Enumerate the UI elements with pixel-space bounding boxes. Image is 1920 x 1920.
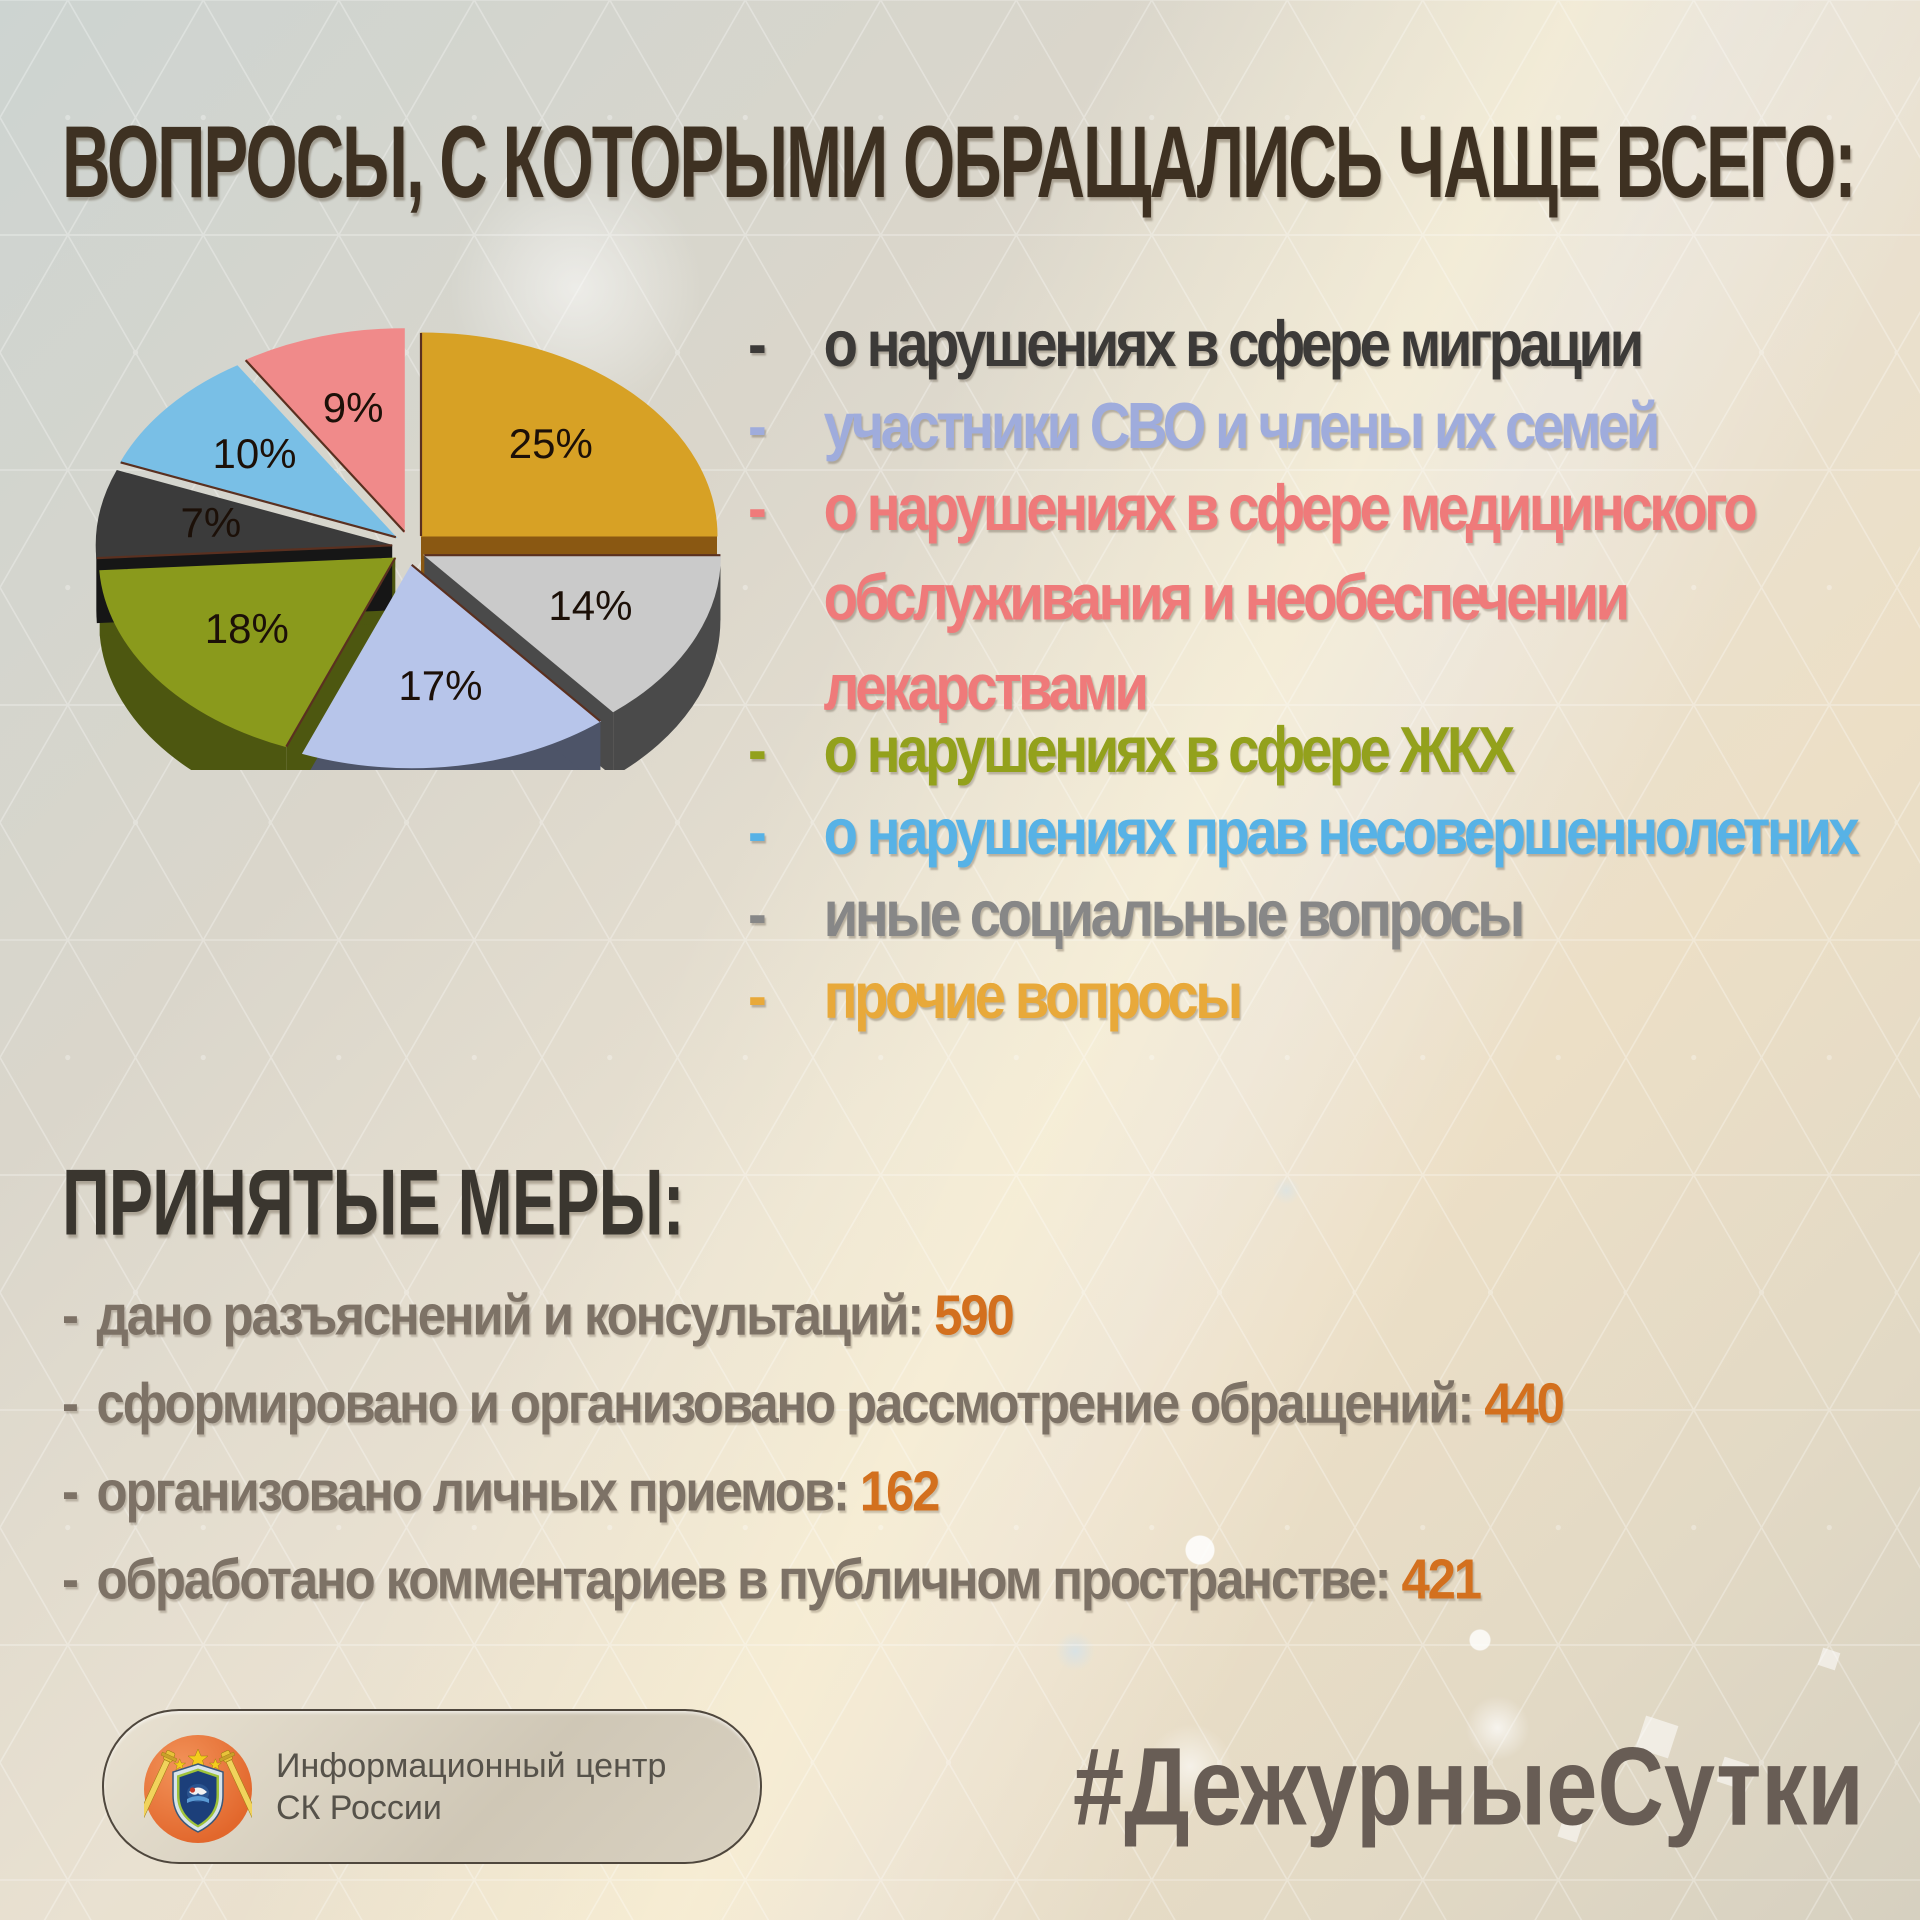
svg-text:25%: 25% <box>509 420 593 467</box>
svg-text:9%: 9% <box>323 384 384 431</box>
svg-text:18%: 18% <box>205 605 289 652</box>
svg-text:14%: 14% <box>548 582 632 629</box>
svg-text:10%: 10% <box>212 430 296 477</box>
svg-text:7%: 7% <box>181 499 242 546</box>
svg-text:17%: 17% <box>398 662 482 709</box>
